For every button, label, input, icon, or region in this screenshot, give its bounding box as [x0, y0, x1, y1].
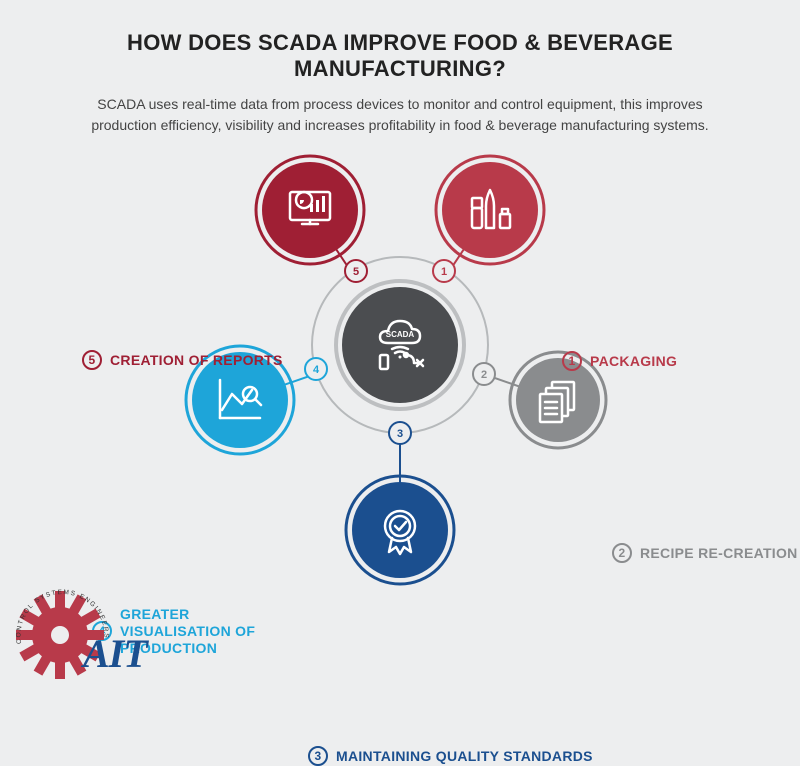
company-logo: CONTROL SYSTEMS ENGINEERS AIT [15, 585, 175, 685]
node-number-badge: 2 [612, 543, 632, 563]
node-number-badge: 5 [82, 350, 102, 370]
svg-text:1: 1 [441, 266, 447, 278]
node-number-badge: 3 [308, 746, 328, 766]
node-label-text: CREATION OF REPORTS [110, 352, 283, 369]
svg-text:2: 2 [481, 369, 487, 381]
node-label-text: RECIPE RE-CREATION [640, 545, 798, 562]
documents-icon [540, 382, 574, 422]
svg-text:5: 5 [353, 266, 359, 278]
node-label-1: 1 PACKAGING [562, 351, 677, 371]
node-label-text: PACKAGING [590, 353, 677, 370]
svg-text:3: 3 [397, 428, 403, 440]
node-label-text: MAINTAINING QUALITY STANDARDS [336, 748, 593, 765]
node-number-badge: 1 [562, 351, 582, 371]
svg-text:SCADA: SCADA [386, 330, 415, 339]
node-label-2: 2 RECIPE RE-CREATION [612, 543, 798, 563]
node-label-3: 3 MAINTAINING QUALITY STANDARDS [308, 746, 593, 766]
svg-text:4: 4 [313, 364, 320, 376]
node-label-5: 5 CREATION OF REPORTS [82, 350, 283, 370]
page-subtitle: SCADA uses real-time data from process d… [80, 94, 720, 136]
page-title: HOW DOES SCADA IMPROVE FOOD & BEVERAGE M… [60, 30, 740, 82]
logo-company-name: AIT [83, 630, 147, 677]
